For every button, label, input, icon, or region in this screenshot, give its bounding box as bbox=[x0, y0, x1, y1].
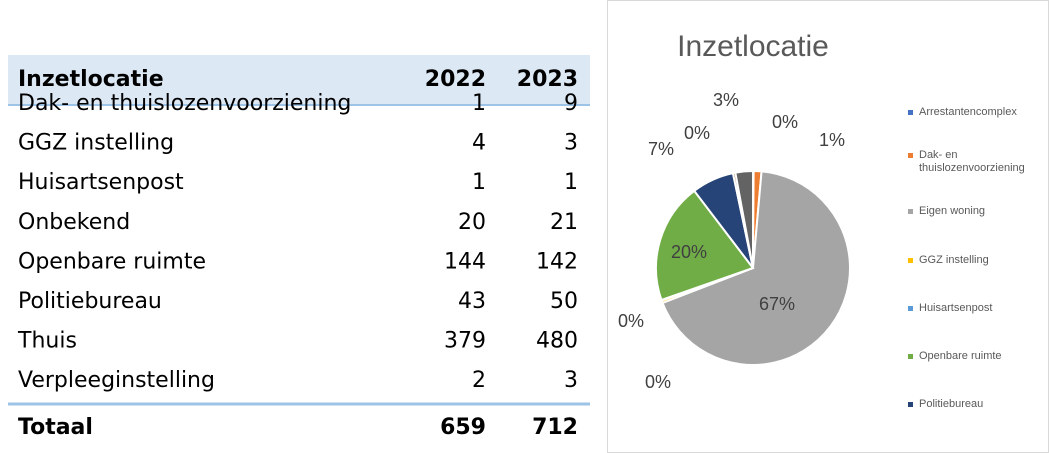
pie-slice bbox=[661, 170, 851, 366]
legend-swatch bbox=[908, 209, 913, 214]
footer-cell: 712 bbox=[532, 415, 578, 440]
table-cell: Thuis bbox=[17, 329, 77, 354]
table-cell: 1 bbox=[472, 170, 486, 195]
header-cell: Inzetlocatie bbox=[18, 67, 164, 92]
table-cell: 9 bbox=[564, 91, 578, 116]
table-cell: GGZ instelling bbox=[18, 131, 174, 156]
table-cell: 20 bbox=[458, 210, 486, 235]
table-cell: 2 bbox=[472, 368, 486, 393]
data-label: 20% bbox=[671, 242, 707, 262]
table-cell: 480 bbox=[536, 329, 578, 354]
legend-label: Eigen woning bbox=[919, 205, 986, 217]
legend-entry: Dak- en thuislozenvoorziening bbox=[908, 149, 1038, 175]
table-cell: 379 bbox=[444, 329, 486, 354]
legend-label: Huisartsenpost bbox=[919, 302, 993, 314]
table-cell: 1 bbox=[564, 170, 578, 195]
table-cell: 50 bbox=[550, 289, 578, 314]
legend-swatch bbox=[908, 306, 913, 311]
table-cell: 144 bbox=[444, 249, 486, 274]
data-label: 0% bbox=[618, 311, 644, 331]
pie-slice bbox=[655, 189, 755, 302]
legend-swatch bbox=[908, 110, 913, 115]
pie-slice bbox=[734, 169, 754, 269]
legend-entry: Arrestantencomplex bbox=[908, 106, 1038, 119]
table-cell: 3 bbox=[564, 131, 578, 156]
header-cell: 2022 bbox=[425, 67, 486, 92]
table-cell: 21 bbox=[550, 210, 578, 235]
legend-label: Politiebureau bbox=[919, 398, 984, 410]
data-label: 7% bbox=[648, 139, 674, 159]
table-cell: 3 bbox=[564, 368, 578, 393]
legend-label: Openbare ruimte bbox=[919, 350, 1002, 362]
table-cell: Huisartsenpost bbox=[18, 170, 184, 195]
footer-cell: Totaal bbox=[18, 415, 93, 440]
header-cell: 2023 bbox=[517, 67, 578, 92]
legend-entry: Politiebureau bbox=[908, 398, 1038, 411]
legend-swatch bbox=[908, 354, 913, 359]
table-cell: Dak- en thuislozenvoorziening bbox=[18, 91, 351, 116]
table-cell: Verpleeginstelling bbox=[18, 368, 215, 393]
legend-label: Arrestantencomplex bbox=[919, 106, 1017, 118]
table-cell: 1 bbox=[472, 91, 486, 116]
data-label: 1% bbox=[819, 130, 845, 150]
footer-cell: 659 bbox=[440, 415, 486, 440]
chart-title: Inzetlocatie bbox=[677, 30, 829, 63]
table-cell: Openbare ruimte bbox=[18, 249, 206, 274]
table-cell: Onbekend bbox=[18, 210, 130, 235]
data-label: 0% bbox=[684, 123, 710, 143]
data-label: 3% bbox=[713, 90, 739, 110]
legend-label: GGZ instelling bbox=[919, 254, 989, 266]
header-bg bbox=[8, 55, 590, 105]
legend-entry: GGZ instelling bbox=[908, 254, 1038, 267]
legend-swatch bbox=[908, 153, 913, 158]
table-cell: 142 bbox=[536, 249, 578, 274]
legend-swatch bbox=[908, 402, 913, 407]
data-label: 0% bbox=[772, 112, 798, 132]
legend-entry: Eigen woning bbox=[908, 205, 1038, 218]
legend-label: Dak- en thuislozenvoorziening bbox=[919, 149, 1025, 174]
table-cell: 4 bbox=[472, 131, 486, 156]
legend-swatch bbox=[908, 258, 913, 263]
table-cell: Politiebureau bbox=[18, 289, 162, 314]
table-cell: 43 bbox=[458, 289, 486, 314]
data-label: 67% bbox=[759, 294, 795, 314]
legend-entry: Openbare ruimte bbox=[908, 350, 1038, 363]
legend-entry: Huisartsenpost bbox=[908, 302, 1038, 315]
data-label: 0% bbox=[645, 372, 671, 392]
